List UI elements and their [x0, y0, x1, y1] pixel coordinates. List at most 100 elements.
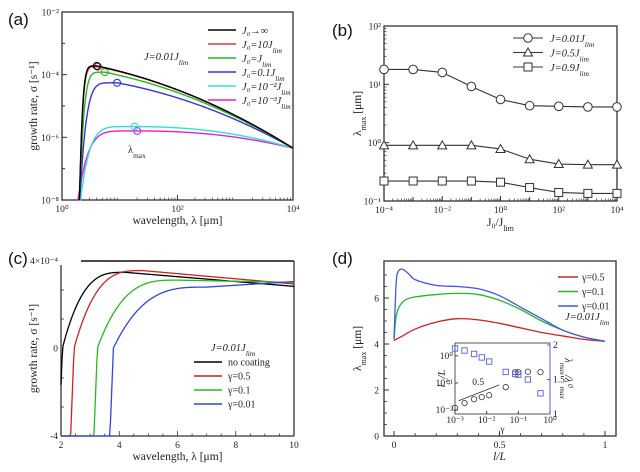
inset-chart: 10⁻³ 10⁻² 10⁻¹ 10⁰10⁰10⁻¹10⁻²21.51γlcr/Lλma…	[436, 341, 573, 435]
y-tick-label: 0	[374, 433, 379, 443]
inset-square-point-0	[451, 345, 459, 352]
legend-label-4: J₀=10⁻²Jlim	[242, 82, 291, 97]
inset-y2-tick-label: 1	[553, 410, 558, 420]
peak-marker-3	[113, 78, 122, 87]
series-line-0	[78, 65, 294, 201]
x-tick-label: 0	[392, 441, 397, 451]
x-tick-label: 2	[59, 441, 64, 451]
y-tick-label: 10⁻¹	[364, 198, 382, 208]
inset-y-tick-label: 10⁻²	[436, 406, 454, 416]
inset-y-tick-label: 10⁻¹	[436, 379, 454, 389]
peak-marker-4	[130, 122, 139, 131]
x-tick-label: 10⁴	[287, 205, 301, 215]
data-point-2-2	[437, 176, 447, 186]
legend-label-0: γ=0.5	[581, 273, 605, 284]
inset-circle-point-0	[451, 404, 459, 411]
legend-label-1: γ=0.5	[227, 372, 251, 383]
x-tick-label: 6	[175, 441, 180, 451]
data-point-0-2	[437, 67, 448, 78]
panel-d: (d) 0 0.5 1 0 2 4 6 l/L λmax [μm] γ=0.5 γ=0.1 γ=0.01…	[332, 249, 617, 463]
y-axis-label: λmax [μm]	[352, 326, 368, 371]
panel-label: (c)	[8, 249, 28, 268]
data-point-0-5	[524, 100, 535, 111]
inset-square-point-5	[502, 368, 509, 376]
y-axis-label-group: λmax [μm]	[352, 91, 368, 136]
inset-slope-line	[458, 384, 500, 402]
series-line-3	[78, 82, 294, 201]
x-tick-label: 10²	[171, 205, 184, 215]
data-point-2-6	[554, 187, 564, 197]
inset-square-point-3	[478, 354, 485, 361]
y-axis-label: growth rate, σ [s⁻¹]	[28, 61, 40, 150]
y-tick-label: 4	[374, 341, 379, 351]
inset-x-tick-label: 10⁻¹	[510, 416, 528, 426]
data-point-0-6	[553, 101, 564, 112]
y-tick-label: 10⁻²	[42, 9, 60, 19]
x-axis-label: wavelength, λ [μm]	[133, 451, 223, 463]
annotation-lambda-max: λmax	[128, 145, 146, 160]
x-tick-label: 8	[233, 441, 238, 451]
legend-marker-0	[523, 33, 533, 43]
panel-label: (a)	[8, 10, 29, 29]
y-tick-label: 10⁻⁶	[41, 134, 59, 144]
y-tick-label: 2	[374, 387, 379, 397]
x-axis-label: wavelength, λ [μm]	[133, 215, 223, 227]
peak-marker-0	[92, 61, 101, 70]
inset-circle-point-8	[524, 368, 531, 375]
inset-circle-point-4	[486, 392, 493, 399]
series-line-0	[393, 317, 606, 342]
x-tick-label: 10⁻⁴	[375, 206, 394, 216]
series-line-5	[76, 130, 294, 201]
legend-label-2: γ=0.1	[227, 386, 251, 397]
y-axis-label: λmax [μm]	[352, 91, 368, 136]
x-tick-label: 10²	[553, 206, 566, 216]
data-point-1-0	[378, 139, 390, 150]
inset-frame	[454, 342, 551, 415]
data-point-1-8	[611, 159, 623, 169]
data-point-2-4	[496, 177, 505, 187]
data-point-0-8	[612, 102, 622, 112]
x-tick-label: 10⁰	[55, 204, 69, 215]
peak-marker-5	[133, 126, 142, 135]
inset-y2-label: λmax/λ⁰max	[559, 357, 574, 399]
inset-x-tick-label: 10⁻³	[446, 416, 464, 426]
data-point-0-1	[408, 64, 418, 75]
inset-y2-label-group: λmax/λ⁰max	[559, 357, 574, 399]
x-tick-label: 4	[117, 441, 122, 451]
inset-y2-tick-label: 1.5	[553, 376, 565, 386]
data-point-0-3	[466, 81, 477, 92]
y-axis-label: growth rate, σ [s⁻¹]	[28, 304, 40, 393]
inset-square-point-2	[470, 350, 478, 358]
inset-circle-point-9	[537, 369, 544, 376]
y-tick-label: 6	[374, 295, 379, 305]
annotation-current: J=0.01Jlim	[144, 52, 188, 67]
y-tick-label: 0	[53, 345, 58, 355]
data-point-0-4	[495, 94, 506, 105]
legend-label-1: J=0.5Jlim	[550, 49, 589, 64]
inset-y-label: lcr/L	[437, 369, 452, 387]
inset-square-point-1	[461, 347, 468, 354]
inset-x-label: γ	[499, 425, 504, 435]
data-point-1-6	[553, 158, 565, 169]
legend-marker-1	[522, 46, 534, 57]
inset-slope-label: 0.5	[472, 378, 484, 388]
legend-label-2: J₀=Jlim	[242, 54, 271, 69]
legend-label-0: J=0.01Jlim	[550, 34, 594, 49]
y-tick-label: -4	[50, 432, 58, 442]
data-point-0-7	[583, 102, 593, 112]
data-point-2-8	[612, 188, 622, 198]
data-point-2-0	[379, 176, 389, 186]
panel-c: (c) 2 4 6 8 10 4×10⁻⁴ 0 -4 wavelength, λ [μm] grow…	[8, 249, 299, 463]
inset-y-label-group: lcr/L	[437, 369, 452, 387]
legend-label-5: J₀=10⁻³Jlim	[242, 96, 291, 111]
annotation-current: J=0.01Jlim	[565, 312, 609, 327]
series-line-0	[60, 271, 295, 385]
legend-title: J=0.01Jlim	[211, 343, 255, 358]
panel-label: (d)	[332, 249, 353, 268]
x-tick-label: 10⁰	[494, 205, 508, 216]
legend-label-2: J=0.9Jlim	[550, 63, 589, 78]
inset-circle-point-1	[461, 399, 468, 407]
data-point-2-1	[408, 176, 418, 186]
x-tick-label: 10⁻²	[434, 206, 452, 216]
